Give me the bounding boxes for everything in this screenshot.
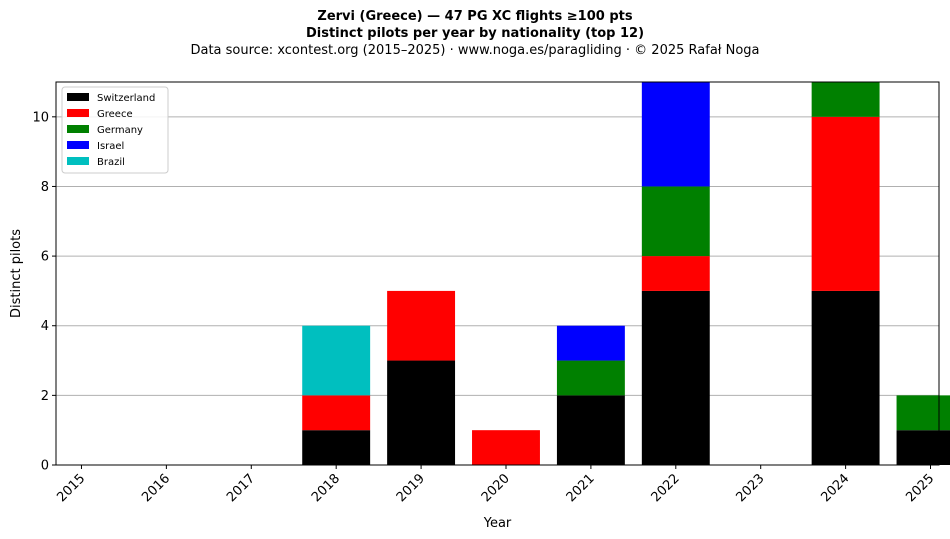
bar-brazil-2018	[302, 325, 371, 396]
legend-swatch-switzerland	[67, 93, 89, 101]
bar-switzerland-2022	[641, 290, 710, 465]
bar-israel-2022	[641, 82, 710, 187]
bar-greece-2019	[387, 290, 456, 361]
y-tick-label: 6	[41, 250, 49, 265]
x-tick-label-2019: 2019	[394, 471, 428, 505]
legend-label-greece: Greece	[97, 109, 133, 120]
gridlines	[56, 116, 939, 396]
bar-greece-2022	[641, 256, 710, 291]
legend-box	[61, 86, 169, 174]
bar-greece-2024	[811, 116, 880, 291]
bar-germany-2022	[641, 186, 710, 257]
y-tick-label: 0	[41, 459, 49, 474]
bar-germany-2024	[811, 82, 880, 117]
x-tick-label-2021: 2021	[564, 471, 598, 505]
bar-switzerland-2018	[302, 430, 371, 465]
x-tick-label-2017: 2017	[224, 471, 258, 505]
legend-label-switzerland: Switzerland	[97, 93, 155, 104]
y-axis-label: Distinct pilots	[9, 229, 24, 318]
legend: Switzerland Greece Germany Israel Brazil	[61, 86, 169, 174]
x-tick-label-2016: 2016	[139, 471, 173, 505]
y-tick-label: 8	[41, 180, 49, 195]
legend-label-israel: Israel	[97, 141, 124, 152]
bar-israel-2021	[556, 325, 625, 361]
plot-frame	[55, 81, 940, 466]
bars	[302, 82, 950, 465]
chart-title: Zervi (Greece) — 47 PG XC flights ≥100 p…	[317, 9, 633, 24]
legend-swatch-greece	[67, 109, 89, 117]
legend-swatch-germany	[67, 125, 89, 133]
legend-swatch-brazil	[67, 157, 89, 165]
chart-subtitle: Distinct pilots per year by nationality …	[305, 26, 645, 41]
y-tick-label: 2	[41, 389, 49, 404]
bar-germany-2025	[896, 395, 950, 431]
x-axis: 2015 2016 2017 2018 2019 2020 2021 2022 2023 2024…	[54, 465, 937, 505]
title-block: Zervi (Greece) — 47 PG XC flights ≥100 p…	[0, 8, 950, 60]
x-tick-label-2024: 2024	[818, 471, 852, 505]
x-tick-label-2020: 2020	[479, 471, 513, 505]
x-tick-label-2018: 2018	[309, 471, 343, 505]
x-axis-label: Year	[483, 516, 512, 531]
bar-greece-2018	[302, 395, 371, 431]
legend-label-brazil: Brazil	[97, 157, 125, 168]
bar-switzerland-2019	[387, 360, 456, 465]
x-tick-label-2015: 2015	[54, 471, 88, 505]
x-tick-label-2022: 2022	[649, 471, 683, 505]
y-axis: 0 2 4 6 8 10	[32, 110, 56, 474]
data-source-note: Data source: xcontest.org (2015–2025) · …	[190, 43, 760, 58]
y-tick-label: 4	[41, 319, 49, 334]
x-tick-label-2025: 2025	[903, 471, 937, 505]
bar-switzerland-2024	[811, 290, 880, 465]
x-tick-label-2023: 2023	[734, 471, 768, 505]
legend-swatch-israel	[67, 141, 89, 149]
bar-switzerland-2025	[896, 430, 950, 465]
bar-switzerland-2021	[556, 395, 625, 465]
y-tick-label: 10	[32, 110, 49, 125]
legend-label-germany: Germany	[97, 125, 143, 136]
bar-greece-2020	[472, 430, 540, 465]
bar-germany-2021	[556, 360, 625, 396]
